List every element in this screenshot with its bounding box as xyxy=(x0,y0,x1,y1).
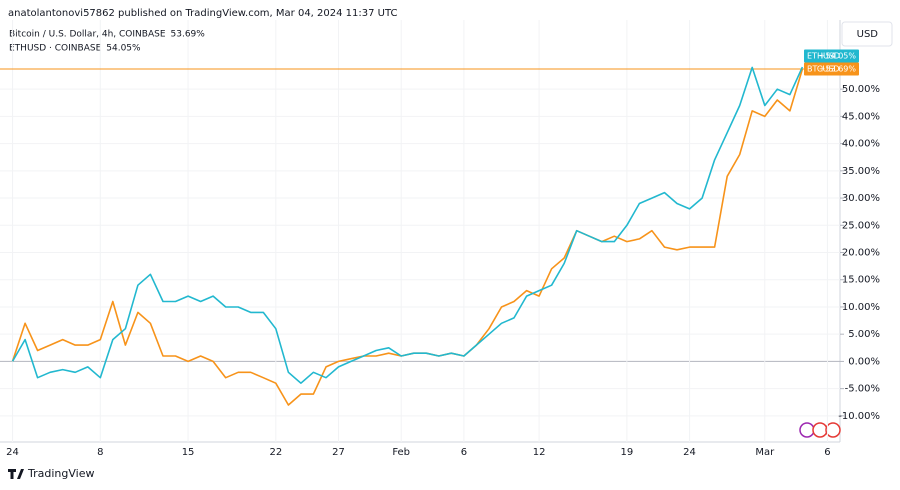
y-tick-label: 40.00% xyxy=(842,139,880,150)
price-badge xyxy=(804,49,859,63)
x-tick-label: 15 xyxy=(182,447,195,458)
y-tick-label: -10.00% xyxy=(838,411,880,422)
x-tick-label: 12 xyxy=(533,447,546,458)
grid xyxy=(0,20,840,442)
badge-value: +54.05% xyxy=(819,52,857,61)
x-tick-label: 6 xyxy=(824,447,830,458)
y-tick-label: 20.00% xyxy=(842,248,880,259)
y-tick-label: -5.00% xyxy=(845,384,880,395)
x-tick-label: 24 xyxy=(683,447,696,458)
badge-symbol: BTCUSD xyxy=(807,65,840,74)
x-tick-label: 8 xyxy=(97,447,103,458)
x-tick-label: Feb xyxy=(392,447,410,458)
price-badge xyxy=(804,62,859,76)
unit-box xyxy=(841,21,893,47)
logo xyxy=(8,469,24,479)
brand: TradingView xyxy=(27,467,94,480)
series-line xyxy=(11,66,804,384)
x-tick-label: Mar xyxy=(755,447,775,458)
y-tick-label: 30.00% xyxy=(842,193,880,204)
x-tick-label: 19 xyxy=(620,447,633,458)
x-tick-label: 24 xyxy=(6,447,19,458)
x-tick-label: 27 xyxy=(332,447,345,458)
icons xyxy=(799,422,841,438)
y-tick-label: 10.00% xyxy=(842,302,880,313)
legend-name: ETHUSD · COINBASE xyxy=(9,44,102,54)
legend-value: 53.69% xyxy=(171,30,206,40)
y-tick-label: 25.00% xyxy=(842,220,880,231)
x-tick-label: 22 xyxy=(269,447,282,458)
legend-value: 54.05% xyxy=(106,44,141,54)
y-tick-label: 50.00% xyxy=(842,84,880,95)
badge-value: +53.69% xyxy=(819,65,857,74)
x-tick-label: 6 xyxy=(461,447,467,458)
y-tick-label: 35.00% xyxy=(842,166,880,177)
badge-symbol: ETHUSD xyxy=(807,52,840,61)
axis-unit: USD xyxy=(857,29,879,40)
y-tick-label: 5.00% xyxy=(848,329,880,340)
header: anatolantonovi57862 published on Trading… xyxy=(8,8,398,19)
y-tick-label: 15.00% xyxy=(842,275,880,286)
y-tick-label: 0.00% xyxy=(848,356,880,367)
legend-name: Bitcoin / U.S. Dollar, 4h, COINBASE xyxy=(9,30,166,40)
y-tick-label: 45.00% xyxy=(842,111,880,122)
